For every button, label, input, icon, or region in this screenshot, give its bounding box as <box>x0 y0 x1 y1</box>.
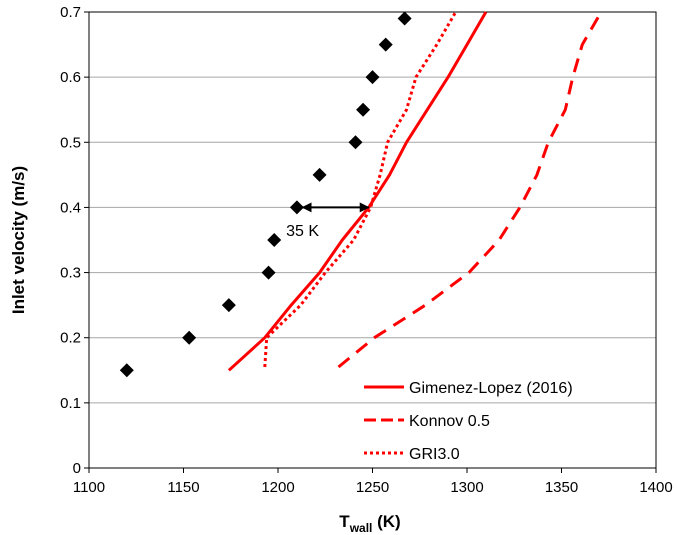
y-tick-label: 0 <box>73 460 81 477</box>
data-point-marker <box>348 135 363 150</box>
annotation-label: 35 K <box>286 223 319 240</box>
data-point-marker <box>182 330 197 345</box>
y-tick-label: 0.2 <box>60 330 81 347</box>
legend: Gimenez-Lopez (2016) Konnov 0.5 GRI3.0 <box>364 380 573 463</box>
y-axis-title: Inlet velocity (m/s) <box>9 166 28 314</box>
x-tick-label: 1400 <box>639 479 672 496</box>
x-axis-title: Twall (K) <box>339 512 400 535</box>
y-tick-label: 0.5 <box>60 134 81 151</box>
x-axis-title-unit: (K) <box>372 512 400 531</box>
y-tick-label: 0.4 <box>60 199 81 216</box>
x-tick-label: 1300 <box>450 479 483 496</box>
x-tick-label: 1150 <box>167 479 199 496</box>
data-point-marker <box>356 102 371 117</box>
x-axis-title-subscript: wall <box>349 521 373 535</box>
data-point-marker <box>267 233 282 247</box>
data-point-marker <box>221 298 236 313</box>
series-line-2 <box>337 11 603 369</box>
series-layer <box>119 11 603 378</box>
y-tick-label: 0.6 <box>60 69 81 86</box>
axis-ticks: 0 0.1 0.2 0.3 0.4 0.5 0.6 0.7 1100 1150 1200 1250 13… <box>60 4 673 496</box>
data-point-marker <box>365 70 380 85</box>
series-line-3 <box>263 11 457 368</box>
y-tick-label: 0.7 <box>60 4 81 21</box>
legend-label: Gimenez-Lopez (2016) <box>409 380 573 397</box>
annotation-layer: 35 K <box>286 202 370 240</box>
x-tick-label: 1350 <box>545 479 578 496</box>
data-point-marker <box>261 265 276 280</box>
y-tick-label: 0.3 <box>60 265 81 282</box>
x-axis-title-symbol: T <box>339 512 350 531</box>
legend-label: Konnov 0.5 <box>409 413 490 430</box>
data-point-marker <box>119 363 134 378</box>
data-point-marker <box>397 11 412 26</box>
x-tick-label: 1100 <box>73 479 105 496</box>
data-point-marker <box>289 200 304 215</box>
x-tick-label: 1200 <box>261 479 294 496</box>
legend-label: GRI3.0 <box>409 446 460 463</box>
y-tick-label: 0.1 <box>60 395 81 412</box>
series-line-1 <box>227 11 488 372</box>
data-point-marker <box>312 167 327 182</box>
data-point-marker <box>378 37 393 52</box>
x-tick-label: 1250 <box>356 479 389 496</box>
